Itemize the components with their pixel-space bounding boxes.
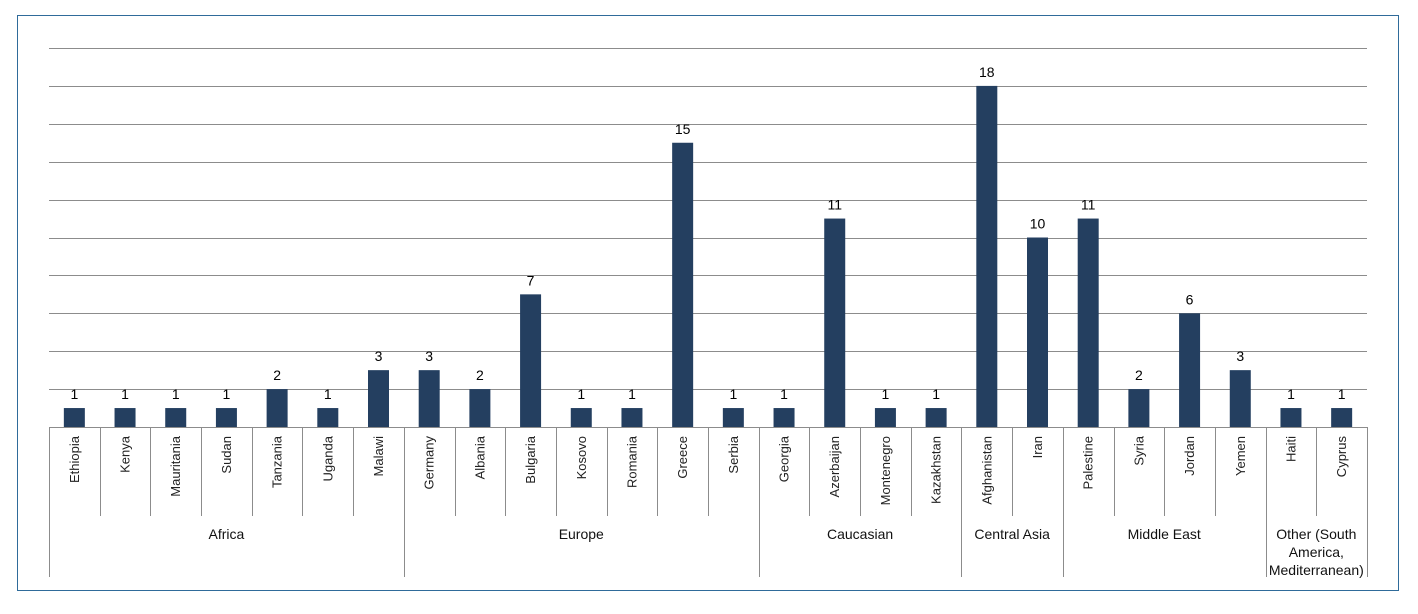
bar [520, 294, 542, 427]
data-label: 1 [172, 386, 180, 402]
bar [1331, 408, 1353, 427]
tick-label: Syria [1131, 435, 1146, 465]
data-label: 11 [1081, 197, 1096, 213]
tick-label: Bulgaria [523, 435, 538, 483]
data-label: 1 [121, 386, 129, 402]
bar [773, 408, 795, 427]
tick-label: Montenegro [878, 436, 893, 505]
tick-label: Ethiopia [67, 435, 82, 483]
data-label: 1 [780, 386, 788, 402]
group-label: Europe [559, 526, 604, 542]
bar [874, 408, 896, 427]
data-label: 1 [223, 386, 231, 402]
tick-label: Romania [624, 435, 639, 488]
data-label: 15 [675, 121, 691, 137]
tick-label: Azerbaijan [827, 436, 842, 497]
data-label: 18 [979, 64, 995, 80]
tick-label: Georgia [777, 435, 792, 482]
bar [266, 389, 288, 427]
tick-label: Afghanistan [979, 436, 994, 505]
tick-label: Sudan [219, 436, 234, 474]
bar [1280, 408, 1302, 427]
data-label: 11 [827, 197, 842, 213]
tick-label: Kenya [118, 435, 133, 473]
data-label: 3 [425, 348, 433, 364]
group-label: Middle East [1128, 526, 1201, 542]
bar [114, 408, 136, 427]
group-label: Africa [209, 526, 245, 542]
bar [722, 408, 744, 427]
bar [1128, 389, 1150, 427]
bar [1027, 237, 1048, 427]
bar [925, 408, 947, 427]
tick-label: Germany [422, 436, 437, 490]
bar [1179, 313, 1201, 427]
data-label: 2 [273, 367, 281, 383]
bar [63, 408, 85, 427]
data-label: 3 [1236, 348, 1244, 364]
bar [317, 408, 339, 427]
tick-label: Jordan [1182, 436, 1197, 476]
data-label: 1 [70, 386, 78, 402]
data-label: 1 [882, 386, 890, 402]
group-label: Central Asia [974, 526, 1050, 542]
group-label: Other (South [1276, 526, 1356, 542]
data-label: 2 [1135, 367, 1143, 383]
data-label: 10 [1030, 216, 1046, 232]
bar [368, 370, 389, 427]
bar [1077, 218, 1099, 427]
data-label: 1 [628, 386, 636, 402]
data-label: 7 [527, 272, 535, 288]
bar [824, 218, 846, 427]
data-label: 2 [476, 367, 484, 383]
data-label: 1 [932, 386, 940, 402]
bar [215, 408, 237, 427]
tick-label: Albania [472, 435, 487, 479]
bar [976, 85, 998, 428]
tick-label: Haiti [1283, 436, 1298, 462]
chart-frame [17, 15, 1399, 591]
bar [621, 408, 643, 427]
tick-label: Iran [1030, 436, 1045, 458]
tick-label: Palestine [1081, 436, 1096, 489]
tick-label: Uganda [320, 435, 335, 481]
bar [672, 142, 694, 427]
group-label: America, [1289, 544, 1344, 560]
tick-label: Malawi [371, 436, 386, 477]
tick-label: Kosovo [574, 436, 589, 479]
tick-label: Greece [675, 436, 690, 479]
tick-label: Kazakhstan [929, 436, 944, 504]
tick-label: Tanzania [270, 435, 285, 488]
bar [165, 408, 187, 427]
data-label: 1 [577, 386, 585, 402]
data-label: 6 [1186, 291, 1194, 307]
data-label: 3 [375, 348, 383, 364]
bar [1229, 370, 1251, 427]
bar [570, 408, 592, 427]
data-label: 1 [729, 386, 737, 402]
data-label: 1 [1338, 386, 1346, 402]
group-label: Mediterranean) [1269, 562, 1364, 578]
tick-label: Serbia [726, 435, 741, 473]
tick-label: Yemen [1233, 436, 1248, 476]
data-label: 1 [1287, 386, 1295, 402]
bar [418, 370, 440, 427]
tick-label: Cyprus [1334, 436, 1349, 478]
bar [469, 389, 491, 427]
data-label: 1 [324, 386, 332, 402]
group-label: Caucasian [827, 526, 893, 542]
tick-label: Mauritania [168, 435, 183, 496]
